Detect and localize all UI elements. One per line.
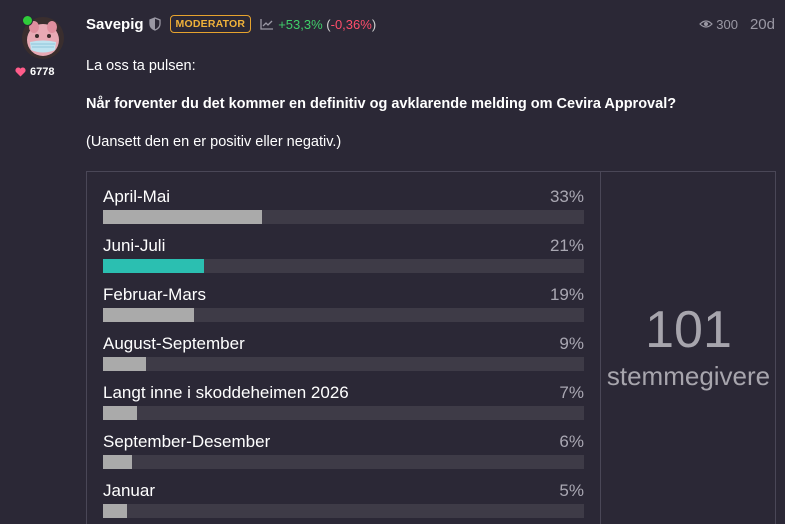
poll-options: April-Mai 33% Juni-Juli 21% Februar-Mars 19% A…	[103, 186, 584, 524]
post-meta: 300 20d	[699, 16, 775, 33]
poll-option-label: September-Desember	[103, 432, 271, 451]
view-count: 300	[699, 17, 738, 32]
heart-icon	[15, 67, 26, 77]
like-counter: 6778	[15, 66, 54, 78]
poll-option-bar-track	[103, 504, 584, 518]
poll-option-percent: 21%	[549, 236, 584, 255]
poll-option-bar-fill	[103, 504, 128, 518]
poll-option[interactable]: August-September 9%	[103, 333, 584, 382]
poll-option[interactable]: Februar-Mars 19%	[103, 284, 584, 333]
voter-label: stemmegivere	[606, 361, 771, 391]
poll-option-bar-fill	[103, 455, 132, 469]
portfolio-performance: +53,3% ( -0,36% )	[278, 16, 377, 32]
poll-option[interactable]: Langt inne i skoddeheimen 2026 7%	[103, 382, 584, 431]
poll-option-bar-track	[103, 455, 584, 469]
post-header: Savepig MODERATOR +53,3% ( -0,36% )	[86, 14, 775, 34]
performance-today: -0,36%	[330, 16, 372, 32]
poll-option-percent: 19%	[549, 285, 584, 304]
view-count-value: 300	[716, 16, 738, 32]
poll-option-bar-track	[103, 259, 584, 273]
poll-option-bar-track	[103, 406, 584, 420]
poll-option[interactable]: Januar 5%	[103, 480, 584, 524]
poll-option-label: April-Mai	[103, 187, 171, 206]
poll-option-percent: 7%	[559, 383, 584, 402]
poll-option[interactable]: April-Mai 33%	[103, 186, 584, 235]
eye-icon	[699, 20, 714, 28]
poll-option-bar-fill	[103, 357, 147, 371]
poll-option-bar-track	[103, 210, 584, 224]
post-note: (Uansett den en er positiv eller negativ…	[86, 134, 342, 150]
moderator-badge: MODERATOR	[169, 15, 252, 33]
poll-option-bar-track	[103, 357, 584, 371]
poll-divider	[600, 172, 601, 524]
poll-option-label: Juni-Juli	[103, 236, 166, 255]
poll-total: 101 stemmegivere	[601, 300, 776, 392]
poll-question: Når forventer du det kommer en definitiv…	[86, 96, 677, 112]
poll: April-Mai 33% Juni-Juli 21% Februar-Mars 19% A…	[86, 171, 776, 524]
poll-option-bar-fill	[103, 406, 137, 420]
like-count: 6778	[30, 66, 55, 78]
poll-option-percent: 6%	[559, 432, 584, 451]
poll-option-percent: 5%	[559, 481, 584, 500]
username[interactable]: Savepig	[86, 15, 144, 33]
poll-option-label: Januar	[103, 481, 155, 500]
poll-option[interactable]: Juni-Juli 21%	[103, 235, 584, 284]
poll-option[interactable]: September-Desember 6%	[103, 431, 584, 480]
poll-option-label: Langt inne i skoddeheimen 2026	[103, 383, 349, 402]
poll-option-label: Februar-Mars	[103, 285, 206, 304]
poll-option-bar-fill	[103, 259, 204, 273]
online-status-indicator	[22, 15, 33, 26]
shield-icon	[148, 17, 161, 31]
voter-count: 101	[645, 301, 732, 359]
poll-option-bar-fill	[103, 308, 195, 322]
poll-option-bar-track	[103, 308, 584, 322]
poll-option-label: August-September	[103, 334, 245, 353]
poll-option-percent: 9%	[559, 334, 584, 353]
performance-total: +53,3%	[278, 16, 323, 32]
poll-option-percent: 33%	[549, 187, 584, 206]
poll-option-bar-fill	[103, 210, 262, 224]
trend-chart-icon	[260, 18, 274, 30]
post-intro: La oss ta pulsen:	[86, 58, 196, 74]
post-age[interactable]: 20d	[749, 15, 775, 33]
